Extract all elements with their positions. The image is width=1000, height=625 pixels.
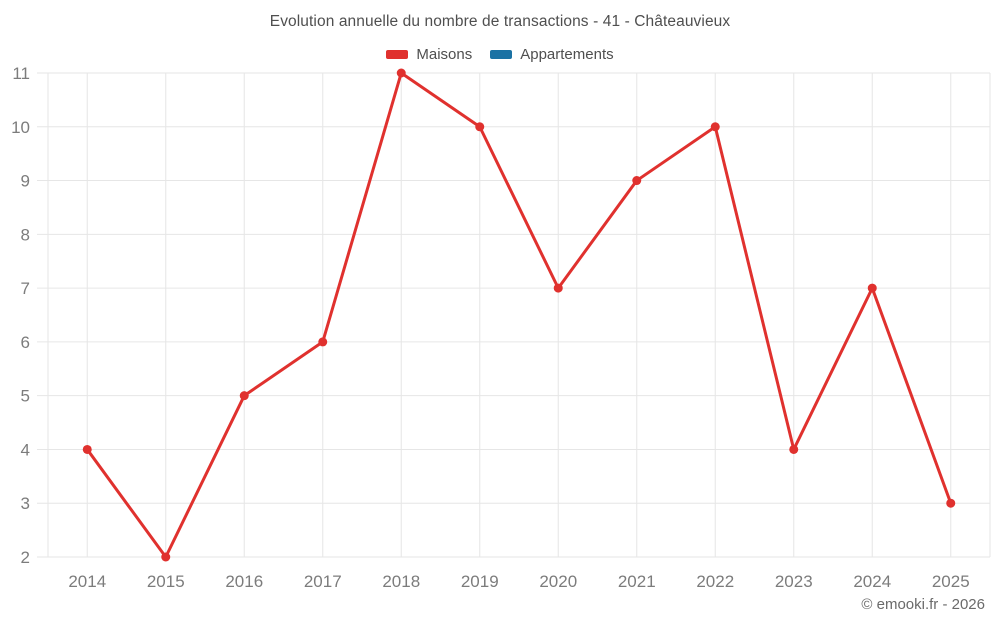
x-tick-label: 2016 <box>225 572 263 591</box>
x-tick-label: 2023 <box>775 572 813 591</box>
data-point-2017 <box>318 337 328 347</box>
y-tick-label: 8 <box>21 225 30 244</box>
x-tick-label: 2022 <box>696 572 734 591</box>
y-tick-label: 10 <box>11 118 30 137</box>
data-point-2022 <box>710 122 720 132</box>
data-point-2016 <box>239 391 249 401</box>
x-tick-label: 2024 <box>853 572 891 591</box>
x-tick-label: 2020 <box>539 572 577 591</box>
data-point-2024 <box>867 283 877 293</box>
y-tick-label: 11 <box>12 64 30 83</box>
data-point-2015 <box>161 552 171 562</box>
chart-title: Evolution annuelle du nombre de transact… <box>269 13 731 30</box>
y-tick-label: 2 <box>21 548 30 567</box>
legend-label-appartements: Appartements <box>520 46 614 63</box>
data-point-2025 <box>946 498 956 508</box>
y-tick-label: 5 <box>21 387 30 406</box>
x-tick-label: 2014 <box>68 572 106 591</box>
x-tick-label: 2025 <box>932 572 970 591</box>
y-tick-label: 9 <box>21 172 30 191</box>
data-point-2014 <box>82 444 92 454</box>
legend-item-maisons: Maisons <box>386 46 472 63</box>
x-tick-label: 2015 <box>147 572 185 591</box>
data-point-2023 <box>789 444 799 454</box>
legend-swatch-maisons <box>386 50 409 59</box>
x-tick-label: 2019 <box>461 572 499 591</box>
footer-copyright: © emooki.fr - 2026 <box>861 596 985 613</box>
y-tick-label: 7 <box>21 279 30 298</box>
x-tick-label: 2021 <box>618 572 656 591</box>
data-point-2019 <box>475 122 485 132</box>
legend-item-appartements: Appartements <box>490 46 614 63</box>
legend-label-maisons: Maisons <box>416 46 473 63</box>
chart-legend: Maisons Appartements <box>0 46 1000 63</box>
data-point-2018 <box>396 68 406 78</box>
data-point-2021 <box>632 176 642 186</box>
y-tick-label: 3 <box>21 494 30 513</box>
y-tick-label: 6 <box>21 333 30 352</box>
legend-swatch-appartements <box>490 50 513 59</box>
x-tick-label: 2018 <box>382 572 420 591</box>
x-tick-label: 2017 <box>304 572 342 591</box>
y-tick-label: 4 <box>21 440 30 459</box>
series-line-maisons <box>85 71 953 559</box>
data-point-2020 <box>553 283 563 293</box>
